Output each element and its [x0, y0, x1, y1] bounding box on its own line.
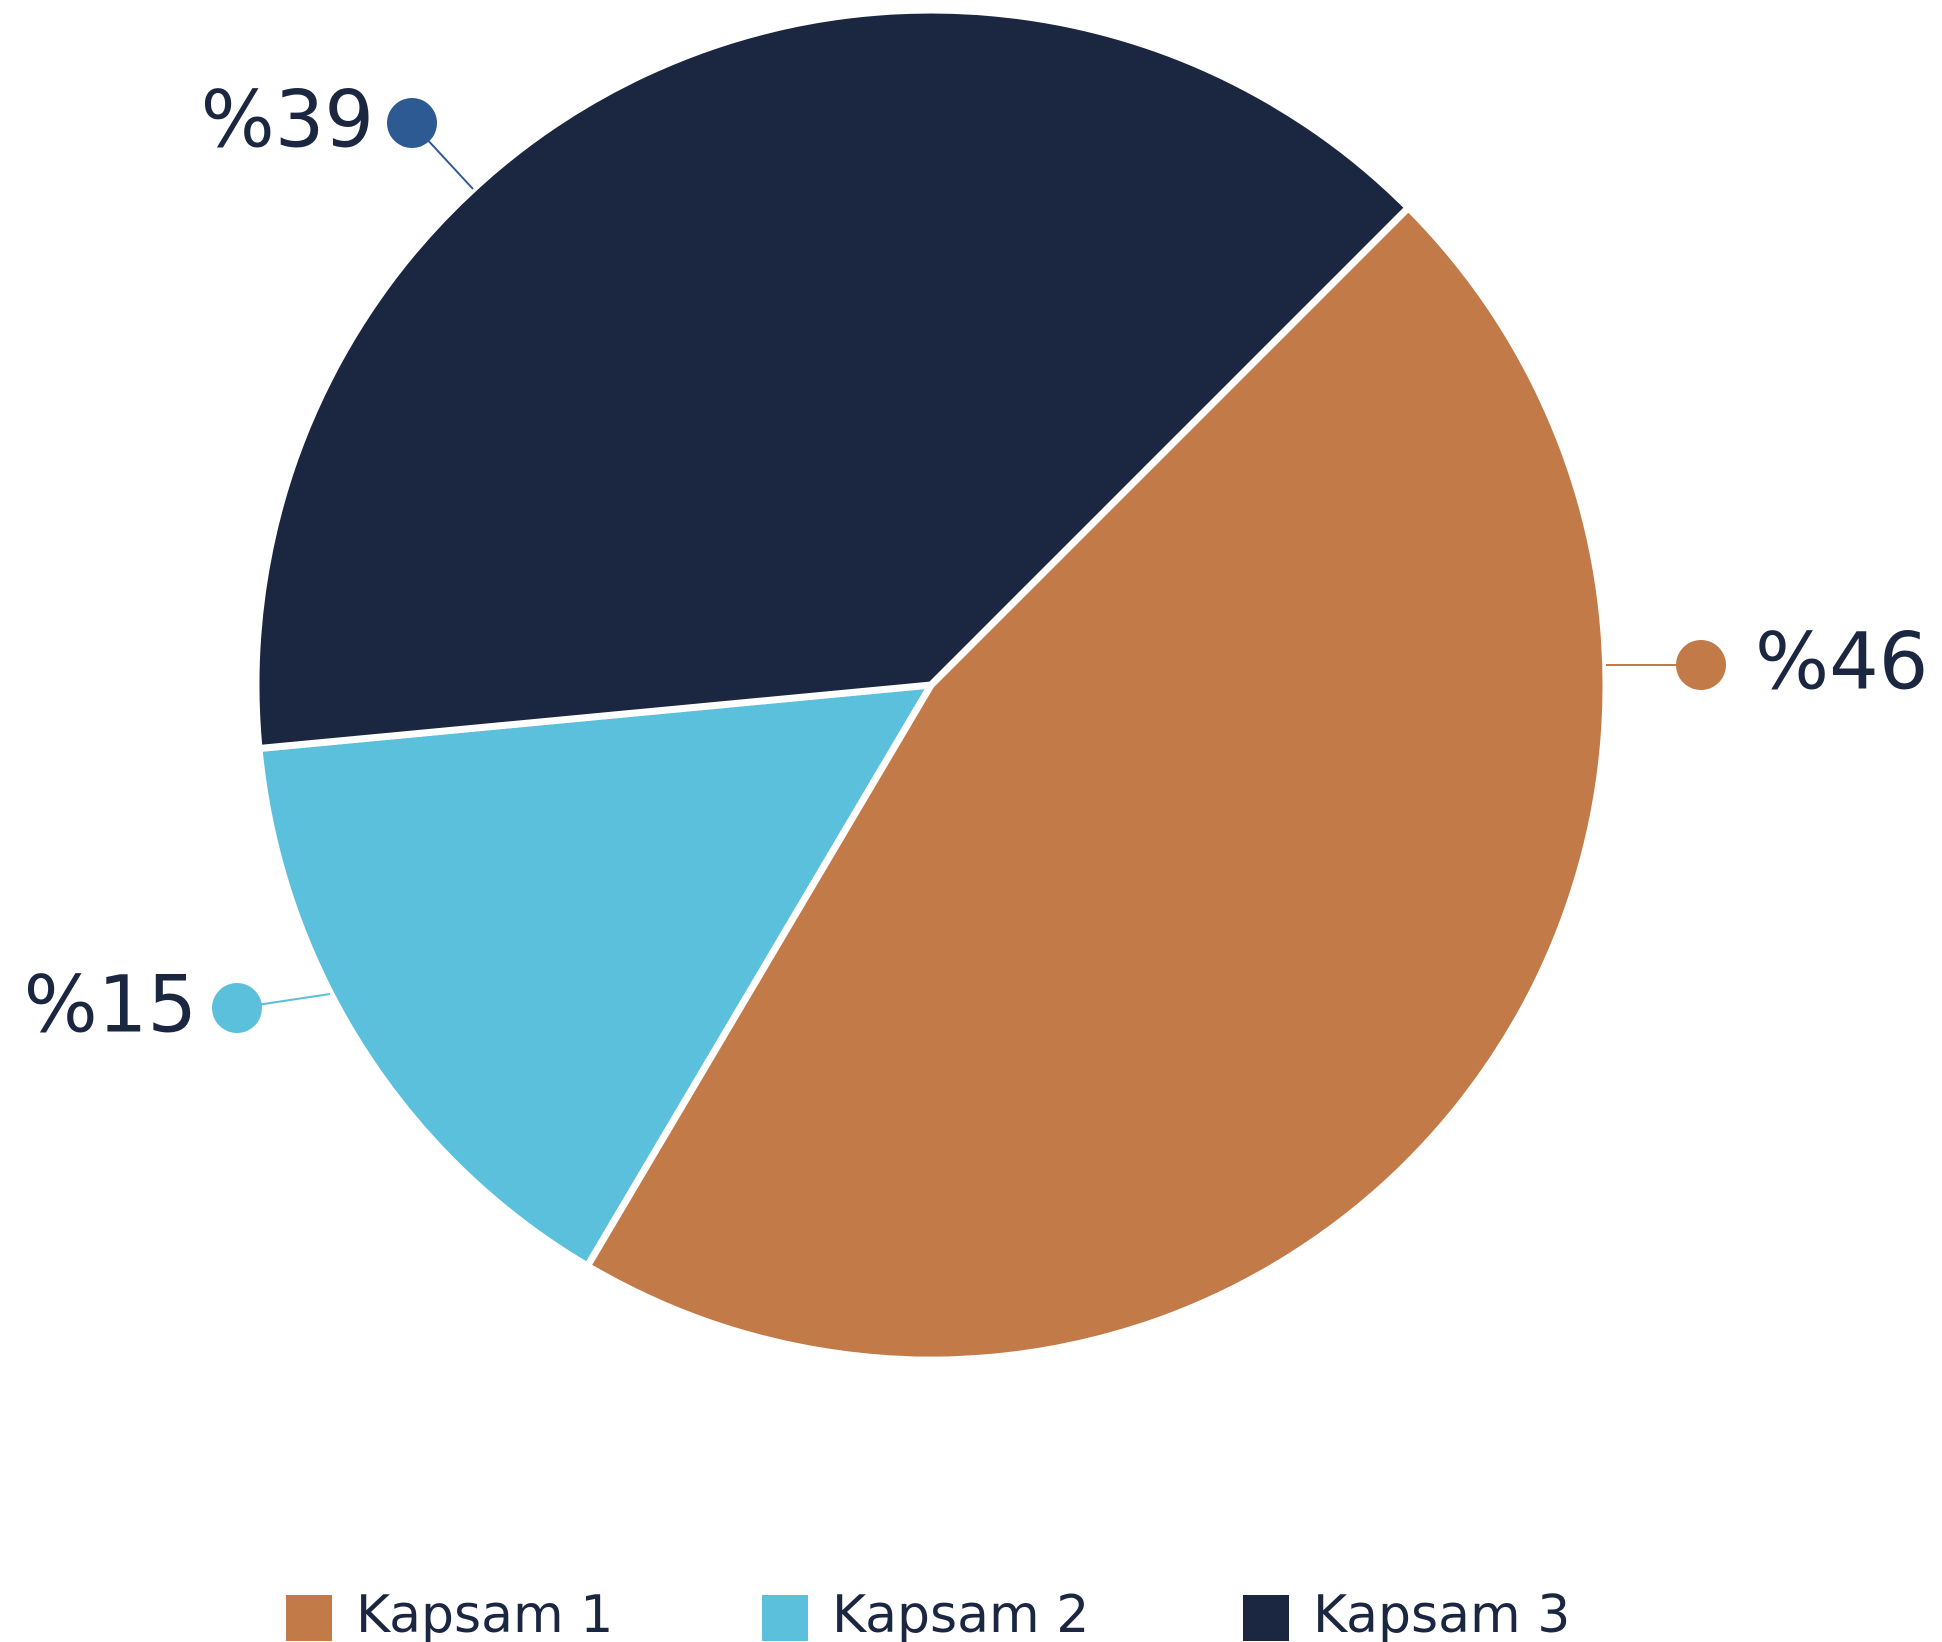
- legend: Kapsam 1 Kapsam 2 Kapsam 3: [286, 1585, 1570, 1642]
- label-dot: [1676, 640, 1726, 690]
- legend-label: Kapsam 3: [1313, 1585, 1570, 1642]
- pie-slice: [252, 6, 1412, 753]
- pie: [252, 6, 1610, 1364]
- legend-label: Kapsam 2: [832, 1585, 1089, 1642]
- legend-swatch: [1243, 1595, 1289, 1641]
- label-dot: [212, 983, 262, 1033]
- pie-slice: [255, 681, 935, 1270]
- data-label: %39: [201, 75, 374, 165]
- data-label: %46: [1755, 617, 1928, 707]
- data-label: %15: [24, 960, 197, 1050]
- label-dot: [387, 98, 437, 148]
- labels: %46 %15 %39: [24, 75, 1929, 1050]
- legend-label: Kapsam 1: [356, 1585, 613, 1642]
- legend-swatch: [286, 1595, 332, 1641]
- legend-swatch: [762, 1595, 808, 1641]
- pie-slice: [583, 204, 1610, 1364]
